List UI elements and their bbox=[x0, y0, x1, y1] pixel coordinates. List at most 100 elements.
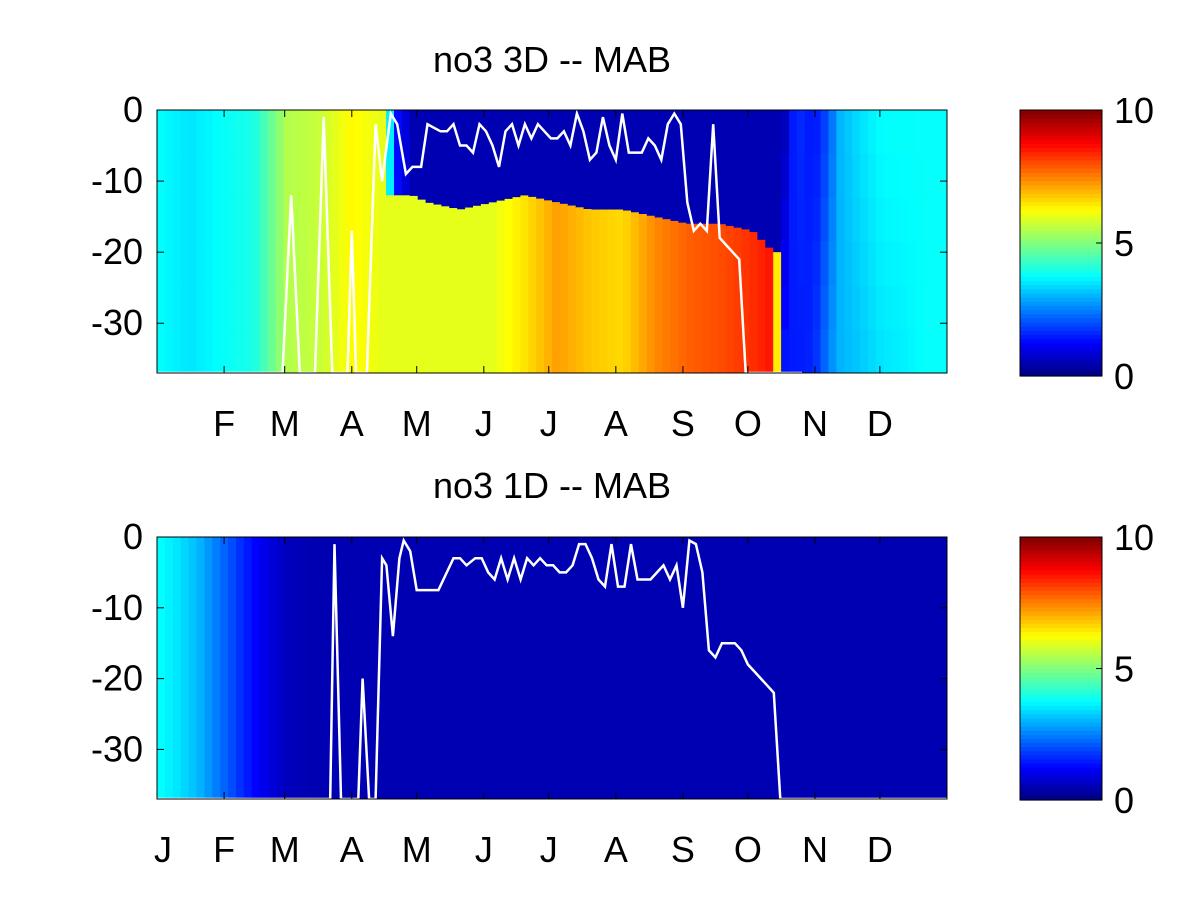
heatmap-cell bbox=[409, 110, 419, 197]
heatmap-cell bbox=[883, 537, 893, 799]
heatmap-cell bbox=[330, 110, 340, 155]
heatmap-cell bbox=[623, 537, 632, 799]
heatmap-cell bbox=[607, 537, 616, 799]
heatmap-cell bbox=[812, 153, 822, 199]
heatmap-cell bbox=[868, 285, 877, 330]
y-axis-3d: 0 -10 -20 -30 bbox=[91, 89, 947, 343]
heatmap-cell bbox=[804, 329, 814, 373]
heatmap-cell bbox=[354, 241, 363, 286]
x-tick-label: O bbox=[734, 829, 762, 870]
colorbar-segment bbox=[1020, 313, 1102, 319]
heatmap-cell bbox=[781, 241, 790, 286]
heatmap-cell bbox=[228, 537, 237, 799]
heatmap-cell bbox=[157, 329, 166, 373]
heatmap-cell bbox=[939, 153, 947, 199]
heatmap-cell bbox=[923, 285, 932, 330]
heatmap-cell bbox=[520, 195, 529, 373]
heatmap-cell bbox=[267, 110, 277, 155]
heatmap-cell bbox=[330, 197, 340, 243]
colorbar-segment bbox=[1020, 569, 1102, 575]
heatmap-cell bbox=[789, 110, 798, 155]
heatmap-cell bbox=[164, 197, 174, 243]
colorbar-segment bbox=[1020, 582, 1102, 587]
colorbar-segment bbox=[1020, 267, 1102, 273]
heatmap-cell bbox=[828, 285, 837, 330]
colorbar-segment bbox=[1020, 537, 1102, 542]
heatmap-cell bbox=[939, 285, 947, 330]
heatmap-cell bbox=[346, 537, 356, 799]
heatmap-cell bbox=[860, 153, 869, 199]
heatmap-cell bbox=[204, 110, 213, 155]
heatmap-cell bbox=[164, 153, 174, 199]
heatmap-cell bbox=[852, 285, 861, 330]
heatmap-cell bbox=[236, 285, 245, 330]
colorbar-segment bbox=[1020, 371, 1102, 377]
heatmap-cell bbox=[915, 537, 924, 799]
colorbar-segment bbox=[1020, 664, 1102, 670]
heatmap-cell bbox=[567, 537, 577, 799]
heatmap-cell bbox=[409, 537, 419, 799]
heatmap-cell bbox=[607, 110, 616, 211]
heatmap-cell bbox=[733, 110, 743, 229]
heatmap-cell bbox=[749, 110, 758, 233]
colorbar-segment bbox=[1020, 787, 1102, 793]
heatmap-cell bbox=[204, 285, 213, 330]
heatmap-cell bbox=[330, 153, 340, 199]
heatmap-cell bbox=[591, 110, 600, 211]
heatmap-cell bbox=[243, 537, 253, 799]
x-tick-label: D bbox=[867, 403, 893, 444]
colorbar-segment bbox=[1020, 263, 1102, 269]
heatmap-cell bbox=[725, 537, 735, 799]
colorbar-segment bbox=[1020, 346, 1102, 352]
heatmap-cell bbox=[575, 207, 585, 373]
colorbar-segment bbox=[1020, 359, 1102, 365]
heatmap-cell bbox=[504, 537, 514, 799]
heatmap-cell bbox=[370, 197, 379, 243]
x-tick-label: F bbox=[213, 403, 235, 444]
heatmap-cell bbox=[473, 537, 482, 799]
colorbar-segment bbox=[1020, 652, 1102, 657]
heatmap-cell bbox=[433, 537, 442, 799]
heatmap-cell bbox=[536, 537, 545, 799]
heatmap-cell bbox=[307, 537, 316, 799]
heatmap-cell bbox=[615, 209, 624, 373]
heatmap-cell bbox=[646, 537, 656, 799]
colorbar-segment bbox=[1020, 147, 1102, 153]
heatmap-cell bbox=[710, 223, 719, 373]
heatmap-cell bbox=[220, 110, 229, 155]
colorbar-segment bbox=[1020, 255, 1102, 261]
heatmap-cell bbox=[299, 110, 308, 155]
heatmap-cell bbox=[267, 197, 277, 243]
heatmap-cell bbox=[939, 241, 947, 286]
heatmap-cell bbox=[544, 537, 553, 799]
y-axis-1d: 0 -10 -20 -30 bbox=[91, 516, 947, 769]
heatmap-cell bbox=[820, 197, 830, 243]
colorbar-1d: 0 5 10 bbox=[1019, 517, 1154, 821]
heatmap-cell bbox=[157, 153, 166, 199]
colorbar-segment bbox=[1020, 750, 1102, 756]
heatmap-cell bbox=[662, 110, 672, 220]
heatmap-cell bbox=[204, 241, 213, 286]
colorbar-segment bbox=[1020, 222, 1102, 227]
colorbar-segment bbox=[1020, 746, 1102, 752]
colorbar-segment bbox=[1020, 184, 1102, 190]
heatmap-cell bbox=[765, 110, 774, 249]
heatmap-cell bbox=[670, 110, 679, 222]
colorbar-segment bbox=[1020, 586, 1102, 592]
heatmap-cell bbox=[678, 110, 687, 224]
heatmap-cell bbox=[394, 110, 403, 196]
heatmap-cell bbox=[875, 197, 885, 243]
heatmap-cell bbox=[386, 110, 395, 196]
colorbar-segment bbox=[1020, 545, 1102, 550]
heatmap-cell bbox=[283, 537, 292, 799]
heatmap-cell bbox=[220, 329, 229, 373]
heatmap-cell bbox=[354, 153, 363, 199]
heatmap-cell bbox=[599, 209, 608, 373]
heatmap-cell bbox=[773, 252, 782, 373]
heatmap-cell bbox=[212, 537, 221, 799]
colorbar-segment bbox=[1020, 713, 1102, 719]
heatmap-cell bbox=[346, 285, 356, 330]
y-tick-label: 0 bbox=[123, 516, 143, 557]
heatmap-cell bbox=[559, 203, 569, 373]
